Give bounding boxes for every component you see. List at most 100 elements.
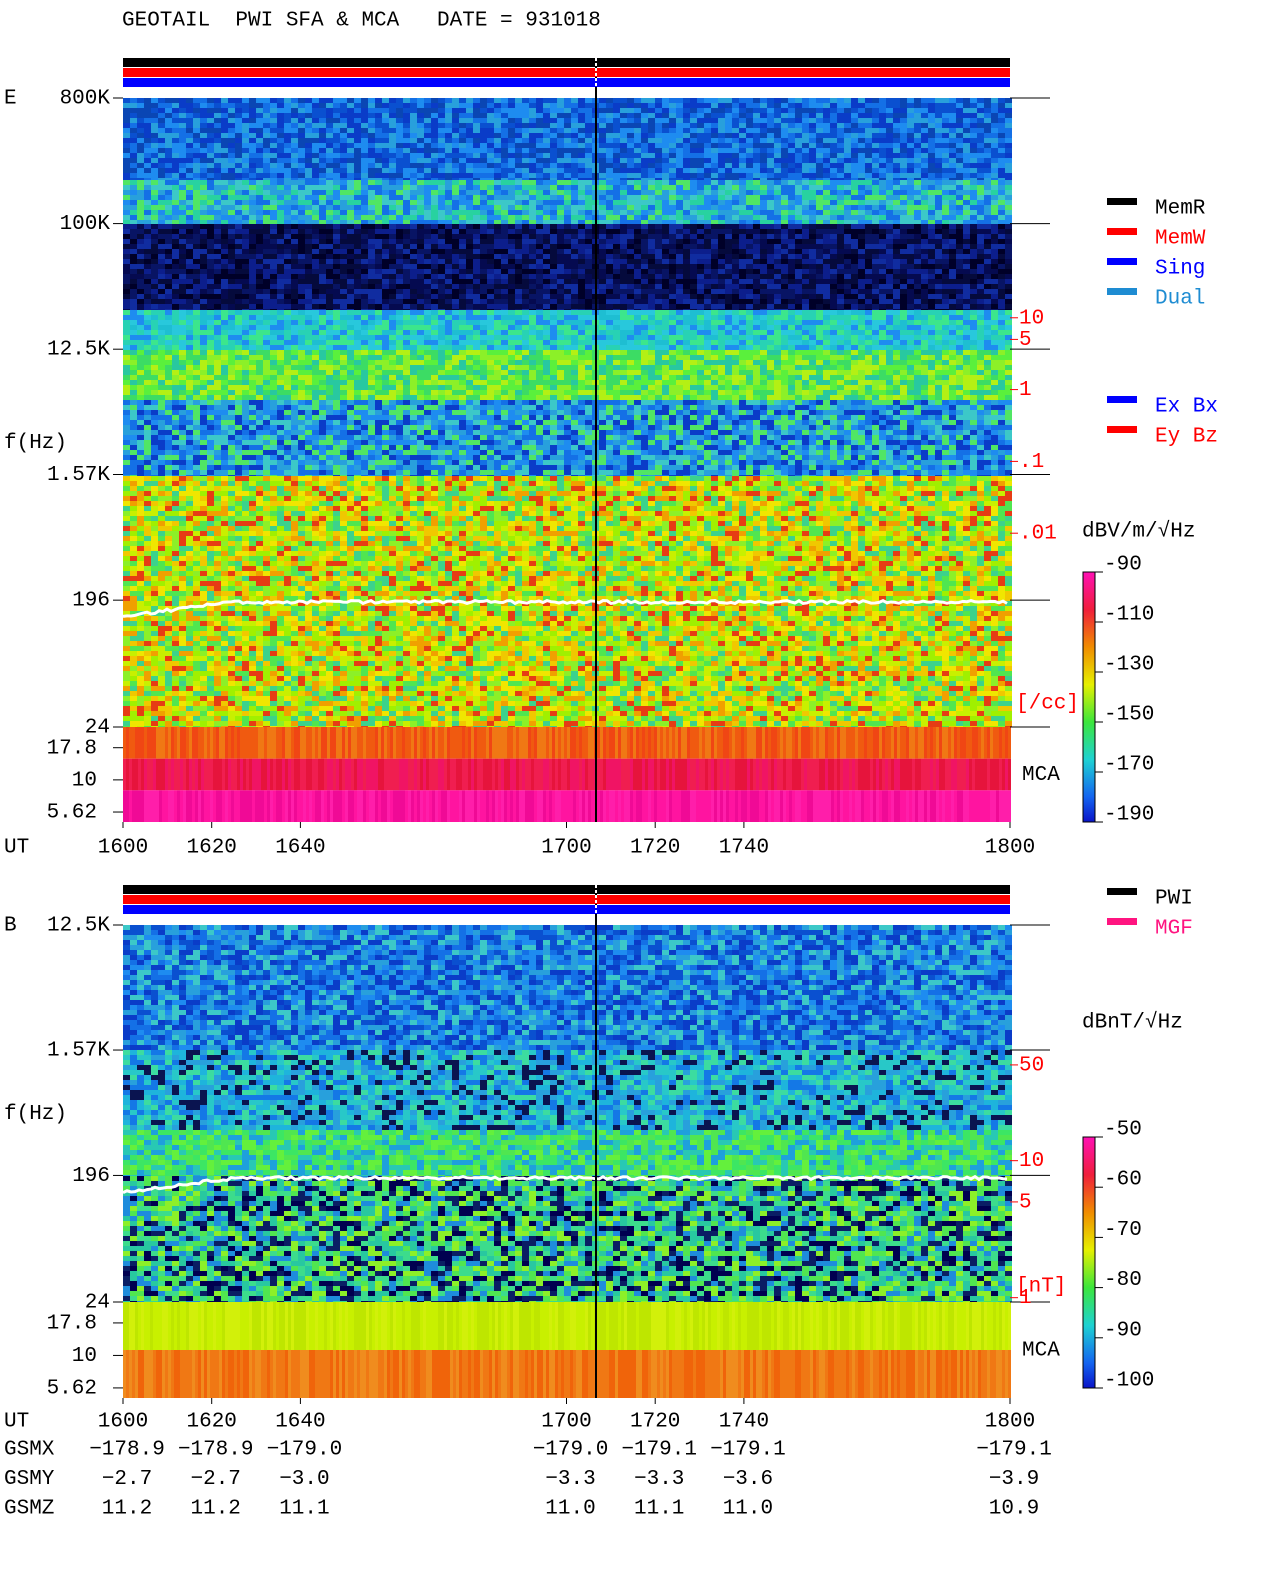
- cell: [333, 289, 340, 294]
- cell: [564, 200, 571, 205]
- cell: [690, 215, 697, 220]
- cell: [697, 103, 704, 108]
- cell: [431, 190, 438, 195]
- cell: [340, 138, 347, 143]
- cell: [277, 289, 284, 294]
- cell: [242, 215, 249, 220]
- cell: [228, 274, 235, 279]
- cell: [494, 244, 501, 249]
- cell: [529, 123, 536, 128]
- cell: [767, 244, 774, 249]
- cell: [585, 234, 592, 239]
- cell: [347, 289, 354, 294]
- cell: [858, 168, 865, 173]
- cell: [459, 264, 466, 269]
- cell: [823, 239, 830, 244]
- cell: [963, 264, 970, 269]
- cell: [466, 215, 473, 220]
- cell: [795, 274, 802, 279]
- cell: [396, 123, 403, 128]
- cell: [669, 180, 676, 185]
- cell: [935, 205, 942, 210]
- cell: [753, 128, 760, 133]
- cell: [438, 284, 445, 289]
- cell: [900, 143, 907, 148]
- cell: [354, 254, 361, 259]
- cell: [571, 200, 578, 205]
- cell: [991, 103, 998, 108]
- cell: [263, 264, 270, 269]
- cell: [263, 180, 270, 185]
- cell: [228, 138, 235, 143]
- cell: [858, 264, 865, 269]
- cell: [375, 244, 382, 249]
- cell: [641, 284, 648, 289]
- cell: [144, 215, 151, 220]
- cell: [438, 113, 445, 118]
- cell: [424, 259, 431, 264]
- cell: [466, 234, 473, 239]
- cell: [655, 244, 662, 249]
- cell: [445, 163, 452, 168]
- cell: [319, 279, 326, 284]
- cell: [529, 118, 536, 123]
- cell: [179, 173, 186, 178]
- cell: [893, 254, 900, 259]
- cell: [627, 259, 634, 264]
- cell: [137, 234, 144, 239]
- cell: [634, 185, 641, 190]
- cell: [529, 210, 536, 215]
- cell: [977, 118, 984, 123]
- cell: [550, 284, 557, 289]
- cell: [291, 284, 298, 289]
- cell: [606, 195, 613, 200]
- cell: [431, 143, 438, 148]
- cell: [228, 108, 235, 113]
- cell: [711, 118, 718, 123]
- cell: [389, 185, 396, 190]
- cell: [319, 133, 326, 138]
- cell: [998, 138, 1005, 143]
- cell: [305, 178, 312, 180]
- cell: [970, 274, 977, 279]
- cell: [935, 234, 942, 239]
- cell: [578, 128, 585, 133]
- cell: [648, 220, 655, 224]
- cell: [725, 264, 732, 269]
- cell: [872, 185, 879, 190]
- cell: [550, 138, 557, 143]
- cell: [585, 244, 592, 249]
- cell: [137, 284, 144, 289]
- cell: [788, 284, 795, 289]
- cell: [193, 133, 200, 138]
- cell: [753, 178, 760, 180]
- cell: [935, 279, 942, 284]
- cell: [669, 210, 676, 215]
- cell: [515, 98, 522, 103]
- cell: [214, 274, 221, 279]
- cell: [228, 254, 235, 259]
- cell: [746, 178, 753, 180]
- cell: [228, 98, 235, 103]
- cell: [949, 269, 956, 274]
- cell: [627, 118, 634, 123]
- cell: [634, 244, 641, 249]
- cell: [137, 215, 144, 220]
- cell: [837, 190, 844, 195]
- cell: [207, 205, 214, 210]
- cell: [886, 163, 893, 168]
- cell: [326, 180, 333, 185]
- cell: [942, 239, 949, 244]
- cell: [431, 98, 438, 103]
- cell: [417, 254, 424, 259]
- cell: [249, 173, 256, 178]
- cell: [774, 269, 781, 274]
- cell: [347, 153, 354, 158]
- cell: [347, 249, 354, 254]
- cell: [361, 239, 368, 244]
- cell: [816, 123, 823, 128]
- cell: [830, 148, 837, 153]
- cell: [676, 215, 683, 220]
- cell: [599, 118, 606, 123]
- cell: [151, 138, 158, 143]
